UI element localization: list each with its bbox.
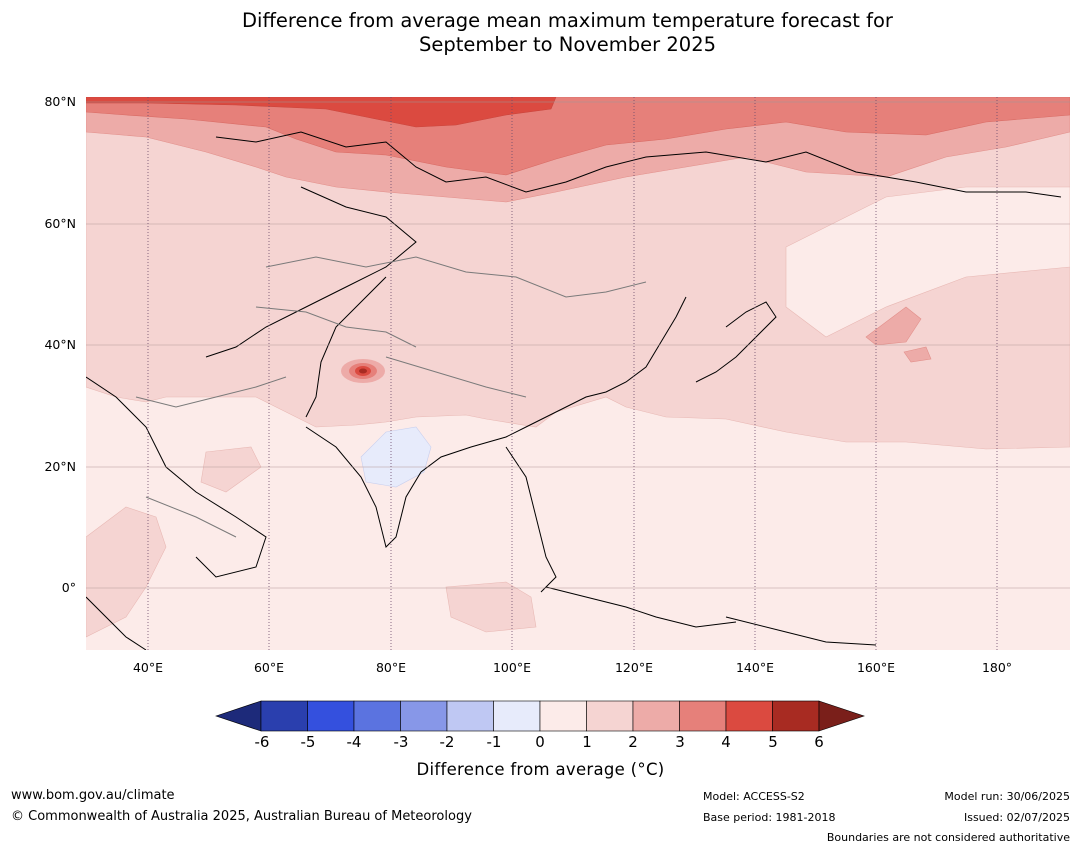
colorbar-cell [446, 700, 494, 732]
colorbar-tick: 2 [628, 733, 638, 751]
colorbar-tick: -4 [346, 733, 362, 751]
colorbar-cell [772, 700, 820, 732]
lon-label-60e: 60°E [253, 660, 285, 675]
anomaly-0-1-patch-northeast [785, 186, 1070, 338]
colorbar-tick: -3 [393, 733, 409, 751]
graticule [86, 97, 1070, 650]
colorbar-extend-high [818, 700, 865, 732]
lat-label-60n: 60°N [44, 216, 76, 231]
lon-label-180: 180° [981, 660, 1013, 675]
colorbar-tick: -6 [254, 733, 270, 751]
colorbar-tick: -2 [439, 733, 455, 751]
colorbar [215, 700, 865, 732]
anomaly-3-4-region [86, 97, 1070, 176]
colorbar-cell [260, 700, 308, 732]
anomaly-1-2-patch-equator [445, 581, 537, 633]
title-line-1: Difference from average mean maximum tem… [242, 9, 893, 32]
lat-label-40n: 40°N [44, 337, 76, 352]
website-link[interactable]: www.bom.gov.au/climate [11, 788, 175, 803]
base-period-text: Base period: 1981-2018 [703, 811, 836, 824]
boundaries-disclaimer: Boundaries are not considered authoritat… [826, 831, 1070, 844]
colorbar-cell [632, 700, 680, 732]
colorbar-tick: -5 [300, 733, 316, 751]
hotspot-core [359, 368, 367, 374]
colorbar-cell [679, 700, 727, 732]
colorbar-cell [493, 700, 541, 732]
lon-label-100e: 100°E [492, 660, 531, 675]
colorbar-tick: -1 [486, 733, 502, 751]
anomaly-1-2-patch-africa [86, 506, 167, 638]
colorbar-tick: 4 [721, 733, 731, 751]
coastlines [86, 131, 1062, 650]
colorbar-tick: 6 [814, 733, 824, 751]
lon-label-80e: 80°E [375, 660, 407, 675]
anomaly-minus1-0-region [360, 426, 432, 488]
issued-text: Issued: 02/07/2025 [963, 811, 1070, 824]
copyright-text: © Commonwealth of Australia 2025, Austra… [11, 809, 472, 824]
forecast-map [86, 97, 1070, 650]
anomaly-1-2-patch-arabia [200, 446, 262, 493]
lat-label-20n: 20°N [44, 459, 76, 474]
map-canvas [86, 97, 1070, 650]
lat-label-80n: 80°N [44, 94, 76, 109]
colorbar-cell [307, 700, 355, 732]
colorbar-cell [353, 700, 401, 732]
colorbar-cell [725, 700, 773, 732]
lon-label-40e: 40°E [132, 660, 164, 675]
anomaly-2-3-patch-pacific-1 [865, 306, 922, 346]
model-run-text: Model run: 30/06/2025 [944, 790, 1070, 803]
colorbar-cell [400, 700, 448, 732]
anomaly-2-3-patch-pacific-2 [903, 346, 932, 363]
colorbar-cell [539, 700, 587, 732]
model-text: Model: ACCESS-S2 [703, 790, 805, 803]
lon-label-140e: 140°E [735, 660, 774, 675]
lon-label-160e: 160°E [856, 660, 895, 675]
colorbar-tick: 1 [582, 733, 592, 751]
colorbar-tick: 0 [535, 733, 545, 751]
lon-label-120e: 120°E [614, 660, 653, 675]
colorbar-tick: 5 [768, 733, 778, 751]
colorbar-extend-low [215, 700, 262, 732]
colorbar-tick: 3 [675, 733, 685, 751]
map-title: Difference from average mean maximum tem… [0, 9, 1081, 57]
colorbar-cell [586, 700, 634, 732]
colorbar-label: Difference from average (°C) [416, 760, 665, 779]
title-line-2: September to November 2025 [418, 33, 717, 56]
country-borders [135, 256, 647, 538]
lat-label-0: 0° [61, 580, 76, 595]
